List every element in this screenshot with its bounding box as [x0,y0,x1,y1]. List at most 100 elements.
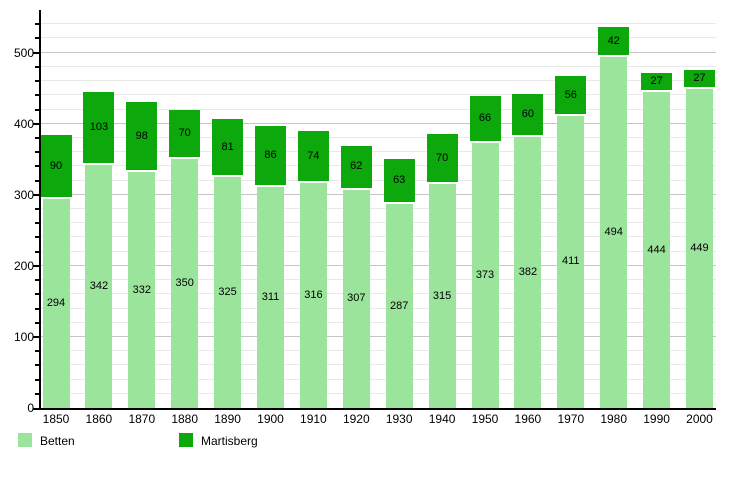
bar-value-label: 98 [135,129,148,142]
y-axis [39,10,41,410]
x-tick-label: 1900 [257,412,284,426]
grid-line [40,307,716,309]
bar-segment-betten: 449 [686,88,713,408]
bar-segment-betten: 315 [428,184,456,408]
bar-value-label: 287 [390,299,409,312]
bar-segment-martisberg: 90 [40,135,72,198]
y-axis-tick [35,222,40,225]
grid-line [40,65,716,67]
bar-segment-martisberg: 103 [83,91,115,163]
x-tick-label: 1910 [300,412,327,426]
bar-segment-martisberg: 63 [383,159,415,203]
bar-value-label: 342 [89,279,109,292]
grid-line [40,378,716,380]
x-tick-label: 1870 [128,412,156,426]
y-axis-tick [35,179,40,182]
bar-segment-martisberg: 98 [126,102,158,171]
bar-segment-martisberg: 86 [255,125,286,185]
grid-line [40,23,716,25]
plot-area: 294 90 342 103 332 98 350 70 325 81 311 86 316 74 307 6… [40,10,716,408]
bar-value-label: 63 [393,174,406,187]
bar-value-label: 411 [562,255,580,268]
bar-segment-betten: 373 [471,142,499,408]
bar-segment-betten: 311 [257,186,284,408]
bar-value-label: 60 [521,107,535,120]
bar-value-label: 56 [564,88,577,101]
x-tick-label: 1920 [342,412,370,426]
y-axis-tick [35,108,40,111]
bar-value-label: 494 [604,225,623,238]
y-axis-tick [35,37,40,40]
bar-segment-betten: 382 [514,136,542,408]
grid-line [40,136,716,138]
y-axis-tick [35,279,40,282]
y-tick-label: 0 [27,401,34,415]
grid-line [40,80,716,82]
bar-value-label: 449 [690,241,709,254]
y-axis-tick [35,364,40,367]
x-tick-label: 1850 [42,412,70,426]
grid-line [40,165,716,167]
bar-value-label: 103 [89,120,109,133]
y-axis-tick [35,94,40,97]
legend-swatch-betten [18,433,32,447]
y-axis-tick [33,51,40,54]
y-axis-tick [33,264,40,267]
y-tick-label: 200 [13,258,34,273]
bar-segment-martisberg: 70 [426,134,458,183]
grid-line [40,222,716,224]
y-axis-tick [35,136,40,139]
x-tick-label: 1980 [600,412,628,426]
bar-value-label: 294 [46,297,66,310]
y-tick-label: 400 [13,116,34,131]
bar-segment-martisberg: 74 [297,130,329,182]
bar-value-label: 27 [693,71,706,84]
y-tick-label: 500 [13,45,34,60]
x-axis [33,408,716,410]
bar-value-label: 350 [175,277,194,290]
grid-line [40,208,716,209]
y-axis-tick [35,307,40,310]
grid-line [40,392,716,394]
bar-value-label: 42 [607,34,620,47]
legend-label-betten: Betten [40,434,75,448]
bar-segment-martisberg: 56 [555,76,587,114]
bar-segment-betten: 307 [342,189,370,408]
y-axis-tick [35,65,40,68]
bar-value-label: 81 [221,140,234,153]
bar-segment-betten: 342 [85,164,113,408]
bar-value-label: 70 [435,151,449,164]
grid-line [40,335,716,337]
bar-segment-betten: 444 [643,92,671,408]
y-axis-tick [35,23,40,26]
x-tick-label: 1860 [85,412,113,426]
bar-segment-betten: 411 [557,115,585,408]
x-tick-label: 1990 [643,412,670,426]
x-tick-label: 1970 [557,412,585,426]
bar-value-label: 86 [264,148,277,161]
x-tick-label: 1960 [514,412,542,426]
grid-line [40,279,716,281]
bar-value-label: 311 [261,290,280,303]
x-tick-label: 1890 [214,412,241,426]
bar-value-label: 373 [475,268,495,281]
legend-swatch-martisberg [179,433,193,447]
y-axis-tick [35,80,40,83]
y-axis-tick [35,293,40,296]
grid-line [40,264,716,266]
x-tick-label: 1950 [471,412,499,426]
bar-segment-betten: 325 [214,177,242,408]
y-axis-tick [35,250,40,253]
legend-label-martisberg: Martisberg [201,434,258,448]
y-axis-tick [35,392,40,395]
bar-segment-martisberg: 81 [212,119,244,176]
grid-line [40,321,716,323]
bar-segment-betten: 294 [42,199,70,408]
bar-segment-martisberg: 66 [469,96,501,141]
x-tick-label: 1930 [385,412,413,426]
grid-line [40,37,716,39]
x-tick-label: 2000 [686,412,713,426]
y-tick-label: 300 [13,187,34,202]
bar-value-label: 307 [347,292,366,305]
